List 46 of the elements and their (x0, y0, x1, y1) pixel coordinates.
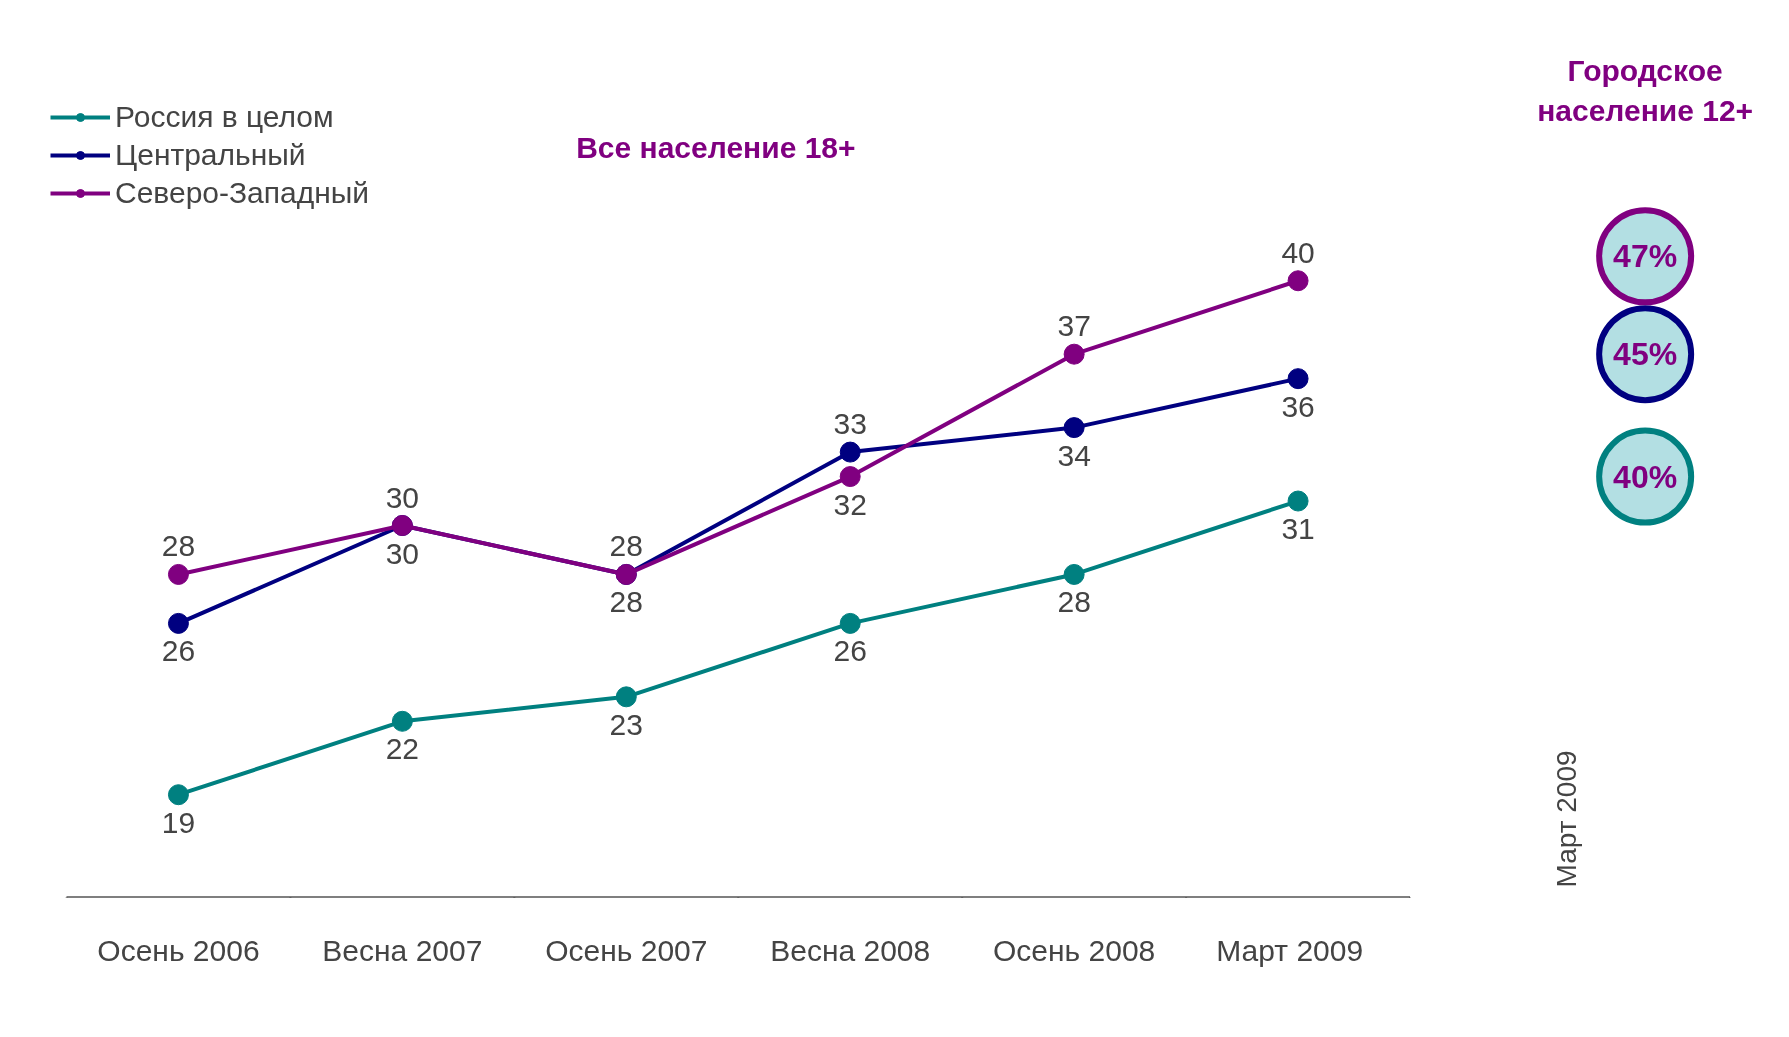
legend-label: Центральный (115, 138, 306, 172)
data-label: 28 (1057, 585, 1091, 619)
data-label: 32 (833, 487, 867, 521)
chart-subtitle: Все население 18+ (576, 130, 856, 164)
data-label: 33 (833, 407, 867, 441)
data-label: 19 (161, 805, 196, 839)
text: 45% (1613, 336, 1678, 373)
data-label: 28 (609, 585, 643, 619)
data-label: 30 (385, 480, 420, 514)
point (167, 563, 189, 585)
data-label: 37 (1057, 309, 1091, 343)
point (1287, 490, 1309, 512)
x-tick-label: Осень 2006 (97, 933, 260, 967)
point (391, 710, 413, 732)
data-label: 26 (833, 634, 867, 668)
x-tick-label: Весна 2008 (770, 933, 931, 967)
x-tick-label: Март 2009 (1216, 933, 1364, 967)
data-label: 23 (609, 707, 643, 741)
point (167, 784, 189, 806)
point (1063, 417, 1085, 439)
legend-label: Россия в целом (115, 100, 334, 134)
data-label: 30 (385, 536, 420, 570)
data-label: 31 (1281, 512, 1315, 546)
text: 47% (1613, 238, 1678, 275)
point (167, 612, 189, 634)
point (839, 466, 861, 488)
data-label: 28 (161, 529, 196, 563)
x-tick-label: Осень 2008 (992, 933, 1156, 967)
data-label: 40 (1281, 235, 1315, 269)
point (839, 612, 861, 634)
x-tick-label: Весна 2007 (322, 933, 483, 967)
text: Городское население 12+ (1537, 54, 1754, 127)
data-label: 34 (1057, 438, 1091, 472)
point (1287, 368, 1309, 390)
data-label: 22 (385, 732, 420, 766)
point (1063, 563, 1085, 585)
data-label: 28 (609, 529, 643, 563)
point (1063, 343, 1085, 365)
point (615, 686, 637, 708)
data-label: 36 (1281, 389, 1315, 423)
point (839, 441, 861, 463)
point (1287, 270, 1309, 292)
legend-label: Северо-Западный (115, 176, 370, 210)
data-label: 26 (161, 634, 196, 668)
x-tick-label: Осень 2007 (545, 933, 708, 967)
text: 40% (1613, 458, 1678, 495)
